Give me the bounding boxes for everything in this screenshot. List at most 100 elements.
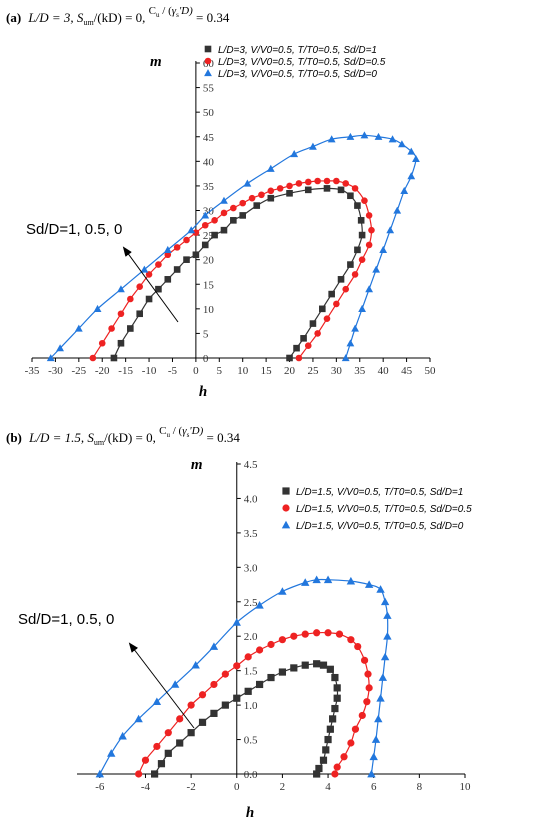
y-tick-label: 15 — [203, 279, 215, 291]
data-point — [118, 731, 127, 740]
data-point — [89, 354, 97, 362]
data-point — [312, 575, 321, 584]
x-tick-label: 40 — [378, 365, 390, 377]
legend-label: L/D=1.5, V/V0=0.5, T/T0=0.5, Sd/D=0 — [296, 521, 464, 532]
data-point — [266, 164, 275, 172]
data-point — [278, 587, 287, 595]
data-point — [192, 229, 200, 236]
legend-label: L/D=1.5, V/V0=0.5, T/T0=0.5, Sd/D=0.5 — [296, 504, 472, 515]
panel-b-title-2: /(kD) = 0, — [104, 430, 159, 445]
legend-marker — [282, 487, 290, 495]
data-point — [95, 769, 105, 778]
data-point — [322, 746, 330, 754]
panel-b-title-sub3: s — [187, 431, 190, 439]
data-point — [301, 661, 309, 669]
chart-panel-b: -6 -4 -2 0 2 4 6 8 10 0.0 0.5 1.0 1.5 2.0 2.5 3.0 3.5 4.0… — [77, 457, 472, 821]
data-point — [295, 354, 303, 362]
data-point — [255, 646, 264, 654]
data-point — [351, 324, 359, 332]
legend-marker — [204, 69, 212, 77]
panel-a-label: (a) — [6, 10, 21, 25]
data-point — [341, 354, 350, 362]
data-point — [201, 211, 210, 219]
data-point — [278, 636, 287, 644]
data-point — [304, 186, 312, 194]
data-point — [388, 135, 397, 143]
data-point — [319, 661, 328, 669]
data-point — [220, 196, 228, 204]
data-point — [220, 226, 228, 234]
data-point — [267, 640, 275, 649]
data-point — [368, 226, 375, 234]
data-point — [93, 304, 102, 312]
data-point — [319, 756, 328, 764]
series-1 — [135, 629, 373, 778]
x-tick-label: 20 — [284, 365, 296, 377]
data-point — [211, 217, 218, 224]
data-point — [295, 180, 303, 187]
data-point — [191, 660, 200, 669]
data-point — [290, 150, 299, 158]
data-point — [313, 770, 321, 778]
data-point — [127, 325, 134, 332]
panel-b-title-sub2: u — [166, 431, 170, 439]
data-point — [346, 132, 355, 140]
data-point — [380, 597, 390, 606]
data-point — [309, 142, 317, 150]
panel-a-title-5: γ — [172, 5, 177, 17]
data-point — [198, 718, 207, 726]
data-point — [304, 342, 312, 350]
data-point — [364, 670, 372, 678]
data-point — [335, 630, 344, 638]
data-point — [371, 735, 381, 743]
data-point — [210, 709, 218, 717]
data-point — [74, 324, 83, 332]
x-tick-label: 5 — [217, 365, 223, 377]
x-tick-label: -6 — [95, 781, 105, 793]
x-tick-label: 30 — [331, 365, 343, 377]
data-point — [135, 770, 143, 778]
data-point — [319, 305, 326, 313]
y-tick-label: 45 — [203, 132, 215, 144]
x-tick-label: 45 — [401, 365, 413, 377]
data-point — [364, 580, 374, 588]
series-line — [50, 134, 417, 359]
data-point — [136, 310, 143, 318]
annotation-b-label: Sd/D=1, 0.5, 0 — [18, 611, 114, 628]
data-point — [337, 276, 345, 283]
panel-b-title-3: C — [159, 425, 166, 437]
annotation-b: Sd/D=1, 0.5, 0 — [18, 611, 195, 729]
data-point — [209, 642, 219, 650]
y-tick-label: 2.0 — [244, 631, 258, 643]
panel-a-title: (a) L/D = 3, Sum/(kD) = 0, Cu / (γs'D) =… — [6, 5, 230, 27]
data-point — [255, 601, 264, 609]
data-point — [333, 684, 341, 692]
data-point — [383, 611, 392, 619]
data-point — [290, 632, 298, 640]
panel-a-title-3: C — [149, 5, 156, 17]
data-point — [376, 585, 385, 593]
data-point — [145, 271, 153, 278]
data-point — [326, 725, 334, 733]
data-point — [151, 770, 159, 778]
data-point — [323, 185, 331, 192]
data-point — [136, 283, 143, 291]
data-point — [233, 694, 241, 702]
data-point — [358, 711, 366, 720]
y-tick-label: 25 — [203, 230, 215, 242]
legend-label: L/D=3, V/V0=0.5, T/T0=0.5, Sd/D=0 — [218, 69, 377, 80]
data-point — [286, 189, 293, 197]
data-point — [347, 261, 354, 268]
legend-label: L/D=3, V/V0=0.5, T/T0=0.5, Sd/D=0.5 — [218, 57, 386, 68]
data-point — [56, 344, 64, 352]
data-point — [173, 244, 181, 251]
legend-marker — [282, 504, 290, 512]
data-point — [286, 182, 293, 190]
data-point — [232, 618, 241, 626]
y-tick-label: 3.0 — [244, 562, 258, 574]
data-point — [248, 194, 256, 202]
data-point — [164, 276, 172, 283]
data-point — [201, 221, 209, 229]
data-point — [383, 632, 392, 640]
x-tick-label: 10 — [460, 781, 472, 793]
